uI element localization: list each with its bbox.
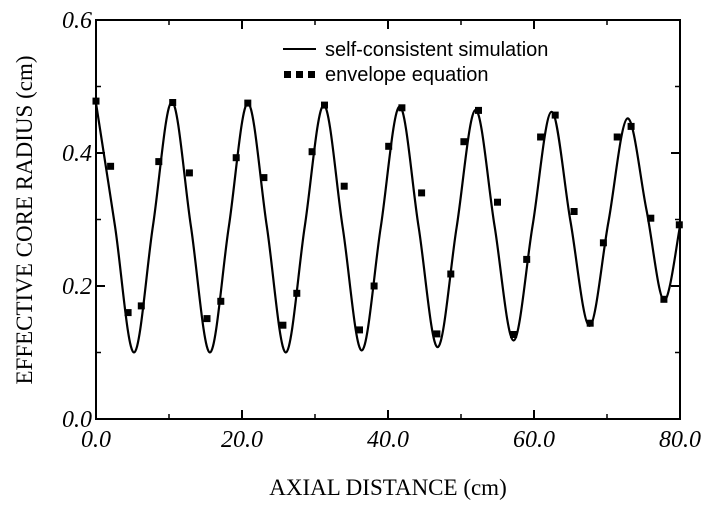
envelope-marker [523, 255, 531, 263]
envelope-marker [627, 122, 635, 130]
envelope-marker [385, 142, 393, 150]
envelope-marker [398, 104, 406, 112]
envelope-marker [92, 97, 100, 105]
envelope-marker [308, 148, 316, 156]
envelope-marker [433, 330, 441, 338]
x-tick-label: 60.0 [513, 427, 555, 453]
envelope-marker [293, 289, 301, 297]
envelope-marker [494, 198, 501, 206]
envelope-marker [551, 111, 559, 119]
envelope-marker [660, 295, 668, 303]
legend-marker-swatch-3 [308, 71, 315, 78]
legend-label-simulation: self-consistent simulation [325, 39, 548, 61]
legend-marker-swatch-2 [296, 71, 303, 78]
envelope-marker [260, 174, 268, 182]
envelope-marker [244, 99, 252, 107]
x-axis-title: AXIAL DISTANCE (cm) [269, 475, 506, 500]
envelope-marker [321, 101, 328, 109]
envelope-marker [155, 158, 163, 166]
legend: self-consistent simulation envelope equa… [283, 39, 548, 86]
y-axis-title: EFFECTIVE CORE RADIUS (cm) [12, 55, 37, 384]
legend-label-envelope: envelope equation [325, 64, 488, 86]
envelope-marker [203, 315, 211, 323]
envelope-marker [124, 309, 132, 317]
envelope-marker [537, 133, 545, 141]
x-tick-label: 80.0 [659, 427, 701, 453]
envelope-marker [570, 208, 578, 215]
series-line-simulation [94, 100, 682, 354]
envelope-marker [137, 302, 145, 310]
y-tick-label: 0.0 [62, 407, 92, 433]
envelope-marker [217, 297, 225, 305]
envelope-marker [232, 154, 240, 162]
y-tick-label: 0.4 [62, 141, 92, 167]
envelope-marker [185, 169, 193, 177]
envelope-marker [510, 331, 518, 338]
legend-marker-swatch-1 [284, 71, 291, 78]
ticks [95, 19, 681, 420]
y-tick-label: 0.2 [62, 274, 92, 300]
envelope-marker [356, 326, 363, 334]
envelope-marker [460, 138, 468, 146]
envelope-marker [370, 282, 378, 290]
envelope-marker [647, 214, 655, 222]
envelope-marker [599, 239, 607, 247]
envelope-marker [169, 99, 177, 106]
envelope-marker [418, 189, 426, 197]
x-tick-label: 40.0 [367, 427, 409, 453]
envelope-marker [613, 133, 621, 141]
envelope-marker [447, 270, 455, 278]
envelope-marker [107, 162, 115, 170]
series-layer [92, 97, 683, 354]
y-tick-label: 0.6 [62, 8, 92, 34]
envelope-marker [340, 182, 348, 190]
envelope-marker [475, 106, 482, 114]
tick-labels: 0.0 20.0 40.0 60.0 80.0 0.0 0.2 0.4 0.6 [62, 8, 701, 453]
x-tick-label: 0.0 [81, 427, 111, 453]
envelope-marker [675, 221, 683, 229]
x-tick-label: 20.0 [221, 427, 263, 453]
envelope-marker [279, 321, 287, 329]
envelope-marker [586, 319, 594, 327]
